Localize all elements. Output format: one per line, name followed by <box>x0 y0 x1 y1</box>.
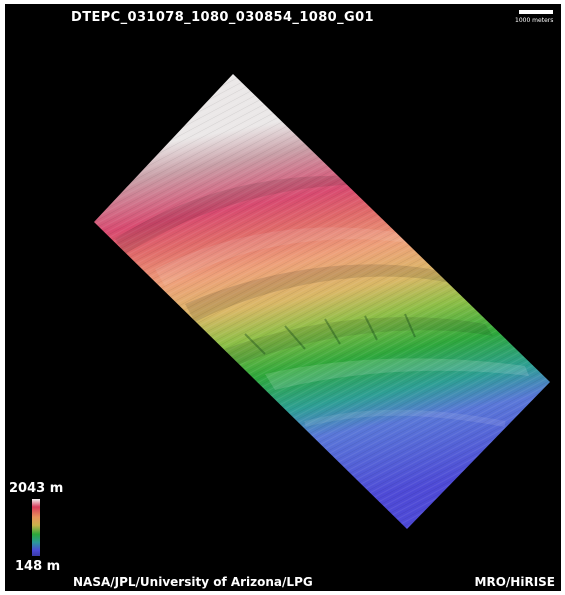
scale-bar: 1000 meters <box>515 10 561 30</box>
map-frame: DTEPC_031078_1080_030854_1080_G01 1000 m… <box>5 4 561 591</box>
product-id-title: DTEPC_031078_1080_030854_1080_G01 <box>71 10 374 25</box>
dem-texture <box>94 74 550 529</box>
credit-left: NASA/JPL/University of Arizona/LPG <box>73 575 313 589</box>
legend-max-label: 2043 m <box>9 481 64 496</box>
scale-bar-line <box>519 10 553 14</box>
elevation-color-bar <box>32 499 40 556</box>
scale-bar-label: 1000 meters <box>515 17 554 24</box>
credit-right: MRO/HiRISE <box>474 575 555 589</box>
elevation-map <box>94 74 550 529</box>
terrain-shading <box>115 175 529 427</box>
legend-min-label: 148 m <box>15 559 61 574</box>
